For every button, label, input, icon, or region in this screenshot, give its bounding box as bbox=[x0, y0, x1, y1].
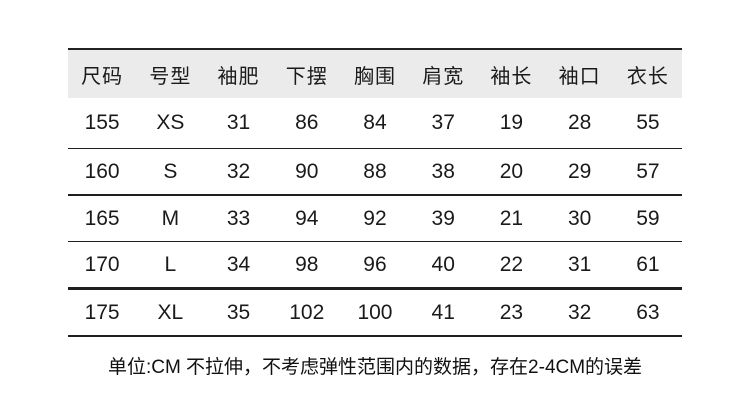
table-cell: 31 bbox=[226, 111, 251, 134]
table-cell: 94 bbox=[295, 206, 319, 230]
unit-tolerance-note: 单位:CM 不拉伸，不考虑弹性范围内的数据，存在2-4CM的误差 bbox=[107, 357, 643, 378]
table-cell: 96 bbox=[363, 252, 387, 276]
table-cell: 88 bbox=[363, 159, 387, 183]
column-header: 尺码 bbox=[68, 49, 137, 98]
table-row: 160 S 32 90 88 38 20 29 57 bbox=[68, 149, 682, 195]
table-cell: 23 bbox=[499, 300, 524, 324]
table-cell: 100 bbox=[357, 300, 393, 324]
table-cell: 40 bbox=[431, 252, 455, 276]
header-row: 尺码 号型 袖肥 下摆 胸围 肩宽 袖长 袖口 衣长 bbox=[68, 49, 682, 98]
table-cell: 32 bbox=[226, 159, 251, 183]
table-cell: 20 bbox=[499, 159, 524, 183]
table-cell: 38 bbox=[431, 159, 455, 183]
column-header: 袖肥 bbox=[204, 49, 273, 98]
table-cell: 34 bbox=[226, 252, 251, 276]
table-cell: 98 bbox=[295, 252, 319, 276]
table-cell: 102 bbox=[289, 300, 325, 324]
table-cell: 160 bbox=[84, 159, 120, 183]
table-cell: M bbox=[161, 206, 180, 230]
table-cell: 31 bbox=[567, 252, 592, 276]
table-cell: 165 bbox=[84, 206, 120, 230]
table-row: 165 M 33 94 92 39 21 30 59 bbox=[68, 195, 682, 242]
table-cell: 39 bbox=[431, 206, 455, 230]
table-row: 175 XL 35 102 100 41 23 32 63 bbox=[68, 289, 682, 336]
table-cell: 170 bbox=[84, 252, 120, 276]
table-cell: 61 bbox=[636, 252, 660, 276]
table-cell: 22 bbox=[499, 252, 524, 276]
table-row: 155 XS 31 86 84 37 19 28 55 bbox=[68, 98, 682, 149]
table-cell: 155 bbox=[84, 111, 120, 134]
column-header: 袖长 bbox=[477, 49, 546, 98]
table-cell: S bbox=[163, 159, 178, 183]
table-cell: L bbox=[164, 252, 177, 276]
table-cell: 84 bbox=[363, 111, 387, 134]
table-cell: 59 bbox=[636, 206, 660, 230]
column-header: 袖口 bbox=[545, 49, 614, 98]
column-header: 下摆 bbox=[272, 49, 341, 98]
column-header: 肩宽 bbox=[409, 49, 478, 98]
column-header: 衣长 bbox=[613, 49, 682, 98]
size-chart-header: 尺码 号型 袖肥 下摆 胸围 肩宽 袖长 袖口 衣长 bbox=[68, 49, 682, 98]
column-header: 号型 bbox=[136, 49, 205, 98]
table-cell: 33 bbox=[226, 206, 251, 230]
table-row: 170 L 34 98 96 40 22 31 61 bbox=[68, 242, 682, 289]
size-chart-table: 尺码 号型 袖肥 下摆 胸围 肩宽 袖长 袖口 衣长 155 XS 31 86 84 37 19 28 55 16… bbox=[68, 48, 682, 337]
table-cell: 92 bbox=[363, 206, 387, 230]
size-chart-body: 155 XS 31 86 84 37 19 28 55 160 S 32 90 88 38 20 29 57 165… bbox=[68, 98, 682, 336]
table-cell: 86 bbox=[295, 111, 319, 134]
column-header: 胸围 bbox=[340, 49, 410, 98]
table-cell: 175 bbox=[84, 300, 120, 324]
table-cell: 55 bbox=[636, 111, 660, 134]
table-cell: 41 bbox=[431, 300, 455, 324]
table-cell: 35 bbox=[226, 300, 251, 324]
table-cell: 32 bbox=[567, 300, 592, 324]
table-cell: 21 bbox=[499, 206, 524, 230]
size-chart: 尺码 号型 袖肥 下摆 胸围 肩宽 袖长 袖口 衣长 155 XS 31 86 84 37 19 28 55 16… bbox=[68, 48, 682, 337]
table-cell: 19 bbox=[499, 111, 524, 134]
table-cell: 90 bbox=[295, 159, 319, 183]
table-cell: 29 bbox=[567, 159, 592, 183]
table-cell: 57 bbox=[636, 159, 660, 183]
table-cell: 37 bbox=[431, 111, 455, 134]
table-cell: XL bbox=[157, 300, 184, 324]
table-cell: XS bbox=[156, 111, 185, 134]
table-cell: 28 bbox=[567, 111, 592, 134]
table-cell: 63 bbox=[636, 300, 660, 324]
table-cell: 30 bbox=[567, 206, 592, 230]
